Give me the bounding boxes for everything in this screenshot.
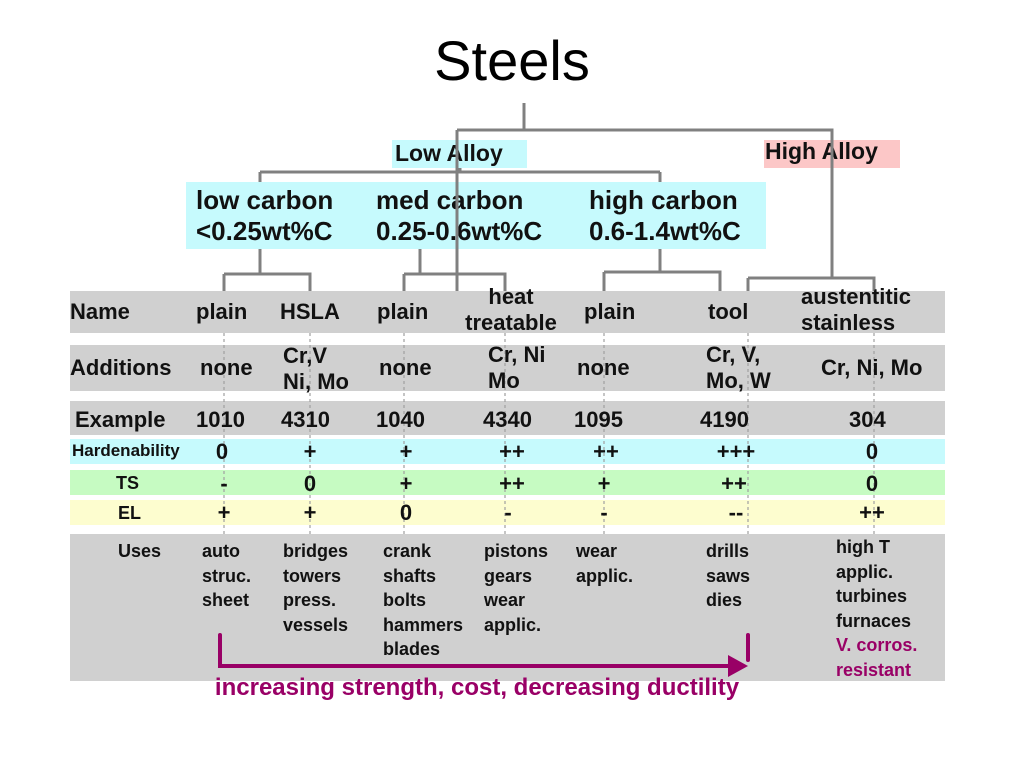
col7-uses: high T applic. turbines furnaces	[836, 537, 912, 631]
col1-hardenability: 0	[215, 439, 229, 464]
col6-additions: Cr, V, Mo, W	[706, 342, 771, 393]
col4-ts: ++	[499, 471, 525, 496]
col7-hardenability: 0	[865, 439, 879, 464]
col2-name: HSLA	[280, 299, 340, 324]
col7-name: austentitic stainless	[801, 284, 912, 335]
col3-ts: +	[399, 471, 413, 496]
col6-name: tool	[708, 299, 749, 324]
name-row	[70, 291, 945, 333]
header-additions: Additions	[70, 355, 172, 380]
col4-uses: pistons gears wear applic.	[484, 541, 549, 635]
carbon-high-name: high carbon	[589, 185, 738, 215]
col7-example: 304	[849, 407, 886, 432]
carbon-med-name: med carbon	[376, 185, 524, 215]
carbon-low-range: <0.25wt%C	[196, 216, 333, 246]
carbon-med-range: 0.25-0.6wt%C	[376, 216, 543, 246]
col4-additions: Cr, Ni Mo	[488, 342, 546, 393]
example-row	[70, 401, 945, 435]
el-row	[70, 500, 945, 525]
col2-ts: 0	[303, 471, 317, 496]
col3-name: plain	[377, 299, 429, 324]
header-hardenability: Hardenability	[72, 441, 180, 460]
ts-row	[70, 470, 945, 495]
col3-el: 0	[399, 500, 413, 525]
col7-el: ++	[859, 500, 885, 525]
col4-hardenability: ++	[499, 439, 525, 464]
col6-hardenability: +++	[716, 439, 756, 464]
col7-uses-corrosion: V. corros. resistant	[836, 635, 918, 680]
col2-example: 4310	[281, 407, 330, 432]
header-example: Example	[75, 407, 166, 432]
col7-ts: 0	[865, 471, 879, 496]
col3-example: 1040	[376, 407, 425, 432]
col1-name: plain	[196, 299, 248, 324]
col1-uses: auto struc. sheet	[202, 541, 252, 610]
low-alloy-label: Low Alloy	[395, 140, 503, 166]
header-name: Name	[70, 299, 130, 324]
additions-row	[70, 345, 945, 391]
col5-example: 1095	[574, 407, 623, 432]
uses-row	[70, 534, 945, 681]
header-ts: TS	[116, 473, 140, 493]
col1-additions: none	[200, 355, 253, 380]
col4-name: heat treatable	[465, 284, 557, 335]
col6-example: 4190	[700, 407, 749, 432]
col2-hardenability: +	[303, 439, 317, 464]
col2-uses: bridges towers press. vessels	[283, 541, 349, 635]
col4-el: -	[504, 500, 512, 525]
col6-ts: ++	[721, 471, 747, 496]
header-el: EL	[118, 503, 142, 523]
col3-hardenability: +	[399, 439, 413, 464]
col1-el: +	[217, 500, 231, 525]
col1-ts: -	[220, 471, 228, 496]
carbon-content-box	[186, 182, 766, 249]
arrow-head-icon	[728, 655, 748, 677]
carbon-low-name: low carbon	[196, 185, 334, 215]
col7-additions: Cr, Ni, Mo	[821, 355, 923, 380]
col5-hardenability: ++	[593, 439, 619, 464]
hardenability-row	[70, 439, 945, 464]
col6-uses: drills saws dies	[706, 541, 751, 610]
col3-uses: crank shafts bolts hammers blades	[383, 541, 464, 659]
col5-additions: none	[577, 355, 630, 380]
high-alloy-label: High Alloy	[765, 138, 878, 164]
col5-ts: +	[597, 471, 611, 496]
low-alloy-box	[392, 140, 527, 168]
col5-el: -	[600, 500, 608, 525]
col2-additions: Cr,V Ni, Mo	[283, 343, 349, 394]
col2-el: +	[303, 500, 317, 525]
header-uses: Uses	[118, 541, 162, 561]
col4-example: 4340	[483, 407, 532, 432]
trend-label: increasing strength, cost, decreasing du…	[214, 674, 740, 701]
page-title: Steels	[434, 29, 590, 92]
col6-el: --	[728, 500, 744, 525]
col1-example: 1010	[196, 407, 245, 432]
col3-additions: none	[379, 355, 432, 380]
col5-uses: wear applic.	[576, 541, 634, 586]
carbon-high-range: 0.6-1.4wt%C	[589, 216, 741, 246]
col5-name: plain	[584, 299, 636, 324]
